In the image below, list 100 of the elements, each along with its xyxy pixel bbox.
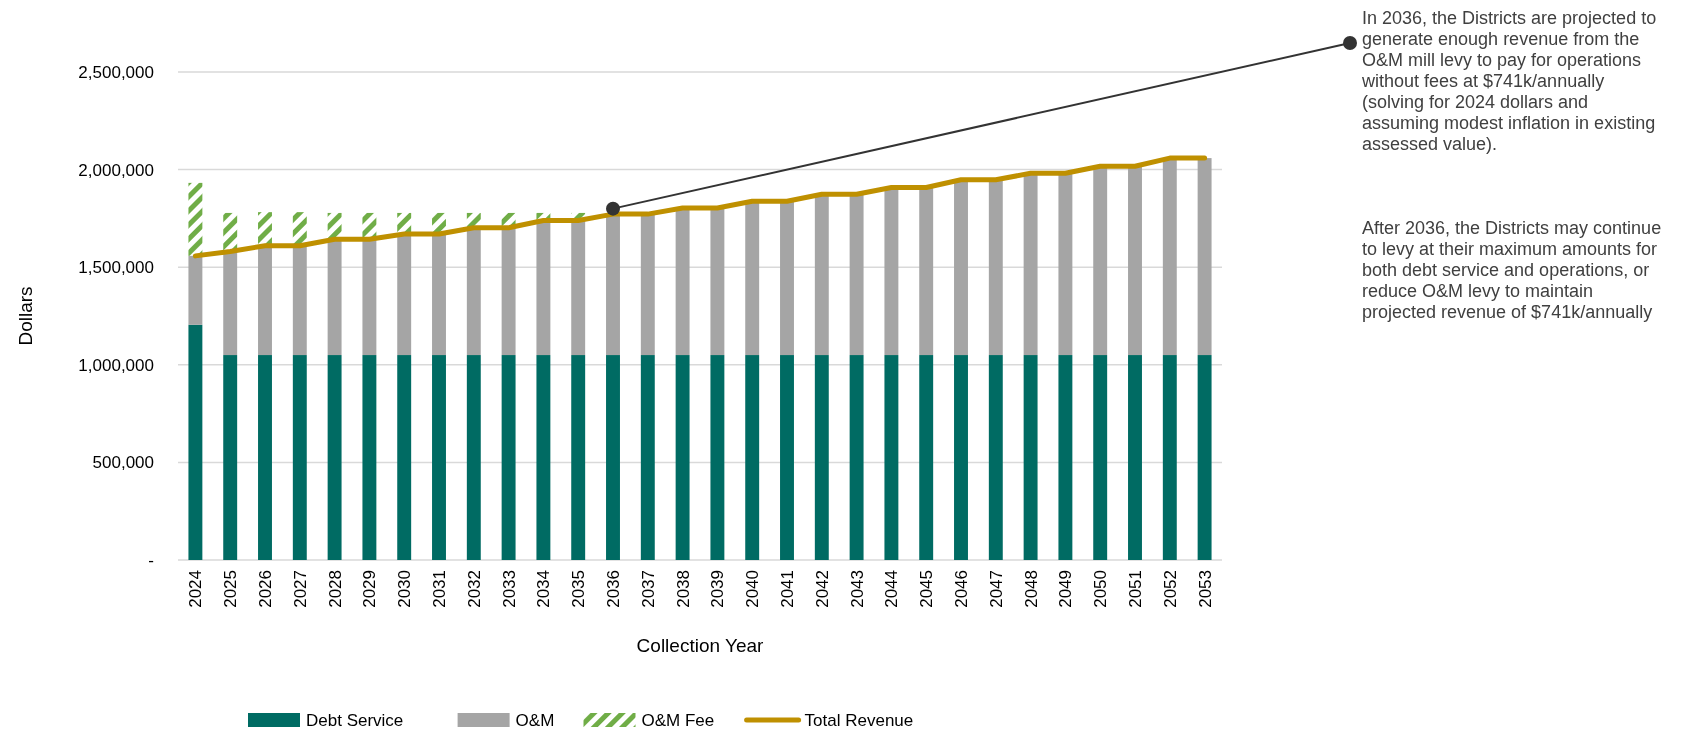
bar: [710, 208, 725, 356]
bar: [466, 227, 481, 356]
bar: [919, 187, 934, 356]
x-tick-label: 2053: [1195, 570, 1215, 608]
x-tick-label: 2043: [847, 570, 867, 608]
bar: [223, 251, 238, 356]
bar: [571, 355, 586, 560]
x-tick-label: 2034: [534, 570, 554, 608]
x-tick-label: 2031: [429, 570, 449, 608]
legend-label: Debt Service: [306, 711, 404, 730]
bar: [258, 245, 272, 356]
y-tick-label: -: [148, 550, 154, 570]
bar: [362, 355, 377, 560]
bar: [780, 355, 794, 560]
bar: [640, 355, 655, 560]
bar: [397, 234, 412, 356]
bar: [606, 355, 620, 560]
x-tick-label: 2042: [812, 570, 832, 608]
bar: [675, 355, 690, 560]
x-tick-label: 2049: [1056, 570, 1076, 608]
bar: [223, 355, 238, 560]
x-tick-label: 2030: [395, 570, 415, 608]
text: After 2036, the Districts may continue to levy at their maximum amounts for both debt service and operations, or reduce O&M levy to maintain projected revenue of $741k/annually: [1362, 218, 1662, 323]
y-axis-title: Dollars: [15, 286, 36, 346]
bar: [571, 220, 586, 356]
y-tick-label: 1,500,000: [78, 258, 154, 278]
bar: [814, 194, 829, 356]
x-tick-label: 2037: [638, 570, 658, 608]
bar: [954, 355, 968, 560]
bar: [327, 239, 342, 356]
x-tick-label: 2045: [917, 570, 937, 608]
bar: [397, 212, 412, 235]
x-tick-label: 2048: [1021, 570, 1041, 608]
bar: [1162, 158, 1177, 356]
bar: [919, 355, 934, 560]
bar: [1058, 355, 1073, 560]
x-tick-label: 2028: [325, 570, 345, 608]
bar: [292, 245, 307, 356]
bar: [223, 212, 238, 252]
x-tick-label: 2024: [186, 570, 206, 608]
bar: [327, 355, 342, 560]
x-tick-label: 2051: [1125, 570, 1145, 608]
x-tick-label: 2039: [708, 570, 728, 608]
annotation: In 2036, the Districts are projected to generate enough revenue from the O&M mill levy to pay for operations without fees at $741k/annually (solving for 2024 dollars and assuming modest inflation in existing assessed value).: [1362, 8, 1658, 155]
legend-label: Total Revenue: [804, 711, 914, 730]
bar: [1023, 355, 1038, 560]
bar: [397, 355, 412, 560]
bar: [1128, 355, 1142, 560]
bar: [884, 187, 899, 356]
bar: [362, 239, 377, 356]
bar: [362, 212, 377, 240]
bar: [501, 227, 516, 356]
bar: [1162, 355, 1177, 560]
bar: [745, 355, 760, 560]
bar: [432, 355, 446, 560]
x-tick-label: 2026: [255, 570, 275, 608]
x-tick-label: 2050: [1091, 570, 1111, 608]
x-tick-label: 2046: [951, 570, 971, 608]
bar: [432, 234, 446, 356]
x-tick-label: 2033: [499, 570, 519, 608]
bar: [884, 355, 899, 560]
x-tick-label: 2041: [777, 570, 797, 608]
y-tick-label: 500,000: [92, 453, 154, 473]
bar: [1093, 166, 1108, 356]
bar: [675, 208, 690, 356]
x-tick-label: 2029: [360, 570, 380, 608]
bar: [188, 255, 203, 325]
bar: [849, 355, 864, 560]
x-tick-label: 2027: [290, 570, 310, 608]
x-tick-label: 2025: [221, 570, 241, 608]
x-tick-label: 2035: [569, 570, 589, 608]
bar: [1128, 166, 1142, 356]
bar: [501, 355, 516, 560]
x-tick-label: 2044: [882, 570, 902, 608]
x-tick-label: 2038: [673, 570, 693, 608]
bar: [536, 355, 551, 560]
bar: [780, 201, 794, 356]
x-tick-label: 2052: [1160, 570, 1180, 608]
bar: [466, 355, 481, 560]
bar: [814, 355, 829, 560]
legend-label: O&M Fee: [641, 711, 715, 730]
x-axis-title: Collection Year: [636, 635, 765, 656]
bar: [292, 212, 307, 246]
bar: [292, 355, 307, 560]
y-tick-label: 2,500,000: [78, 62, 154, 82]
y-tick-label: 2,000,000: [78, 160, 154, 180]
bar: [1093, 355, 1108, 560]
x-tick-label: 2032: [464, 570, 484, 608]
bar: [640, 214, 655, 356]
bar: [188, 182, 203, 256]
bar: [1197, 355, 1212, 560]
bar: [1058, 173, 1073, 356]
bar: [258, 355, 272, 560]
y-tick-label: 1,000,000: [78, 355, 154, 375]
bar: [710, 355, 725, 560]
bar: [988, 355, 1003, 560]
bar: [849, 194, 864, 356]
bar: [536, 220, 551, 356]
bar: [988, 179, 1003, 356]
x-tick-label: 2047: [986, 570, 1006, 608]
